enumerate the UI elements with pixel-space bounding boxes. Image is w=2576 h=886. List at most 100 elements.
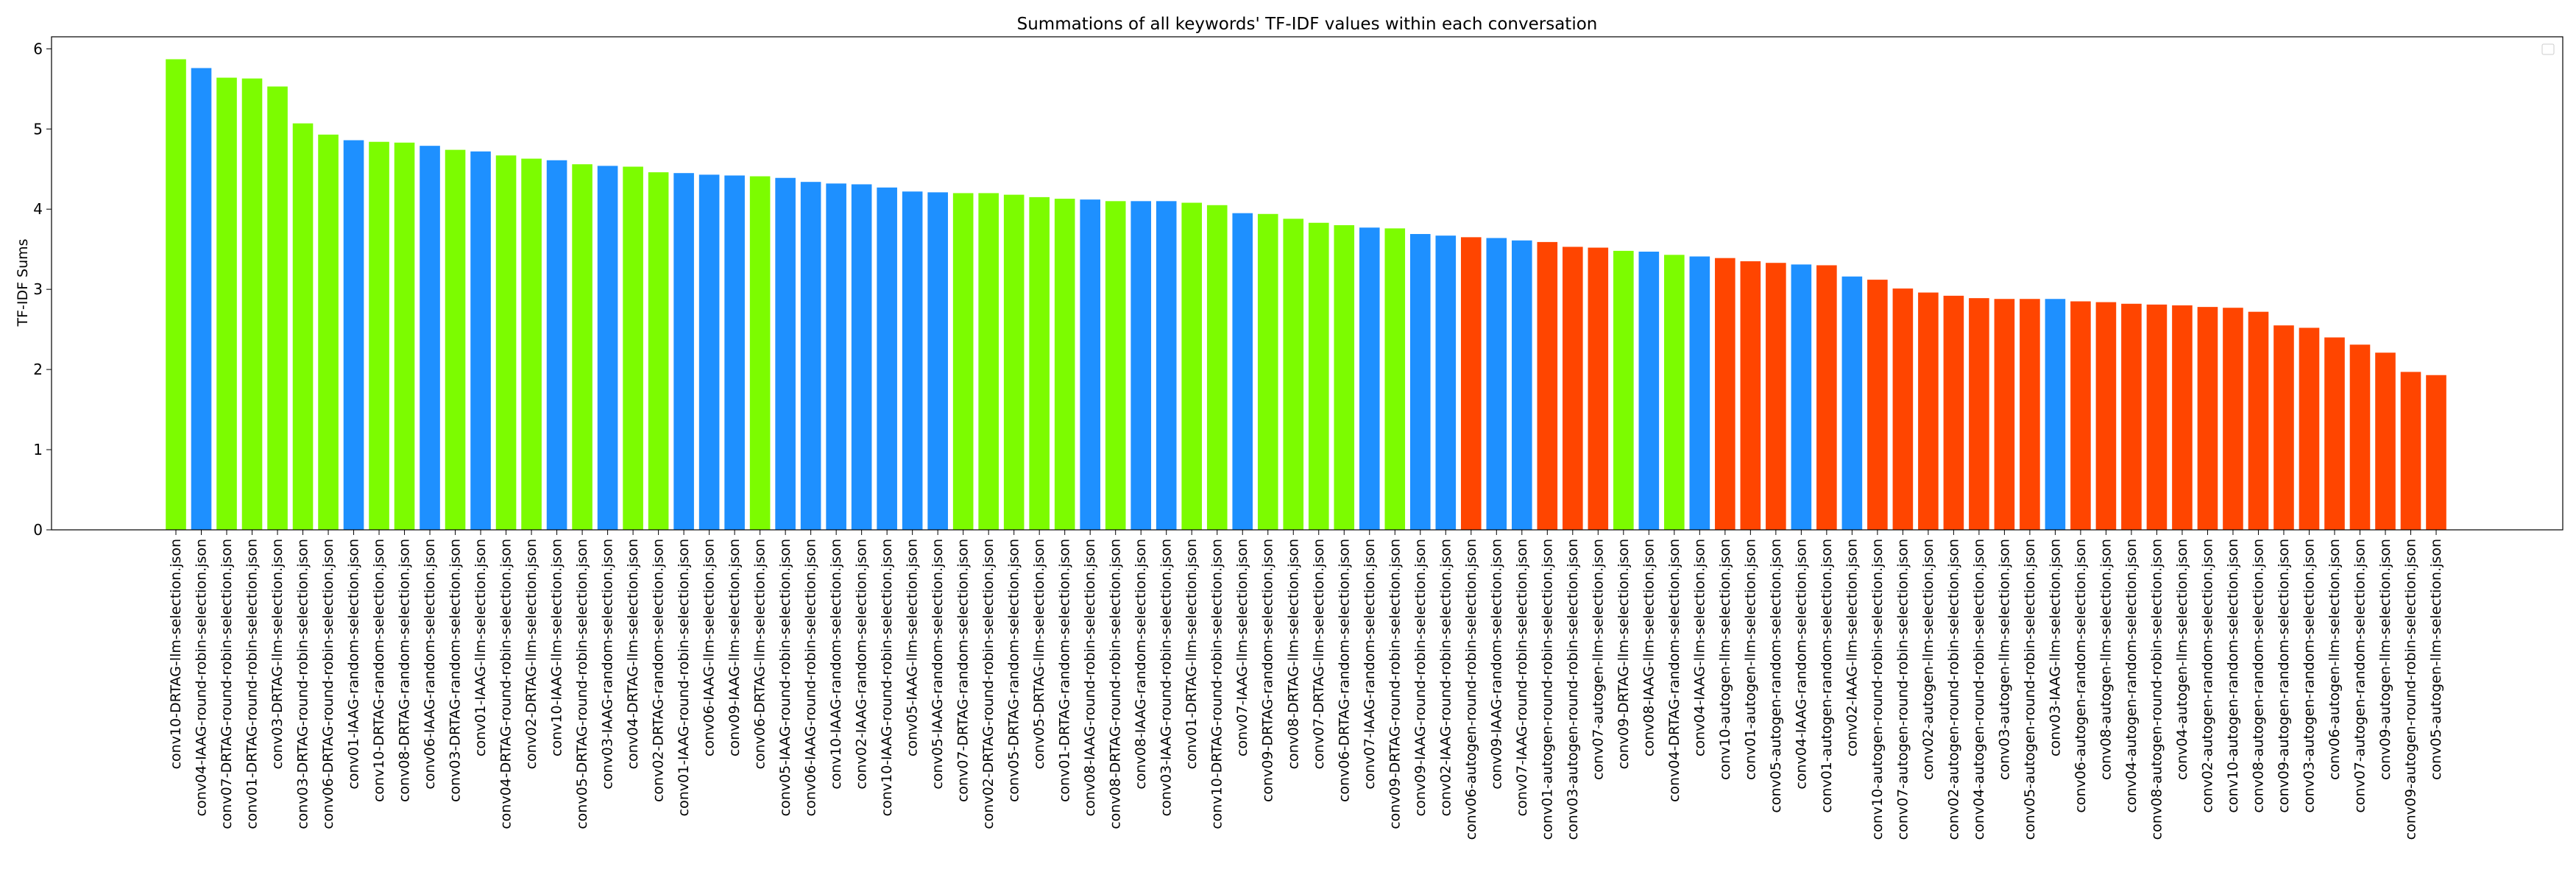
x-tick-label: conv01-IAAG-round-robin-selection.json bbox=[676, 539, 692, 816]
bar bbox=[1130, 201, 1152, 530]
x-tick-label: conv02-DRTAG-random-selection.json bbox=[651, 539, 667, 802]
x-tick-label: conv07-autogen-round-robin-selection.jso… bbox=[1894, 539, 1911, 840]
x-tick-label: conv06-autogen-random-selection.json bbox=[2073, 539, 2089, 813]
x-tick-label: conv07-autogen-random-selection.json bbox=[2352, 539, 2368, 813]
x-tick-label: conv07-DRTAG-round-robin-selection.json bbox=[219, 539, 235, 829]
bar bbox=[1943, 295, 1964, 530]
x-tick-label: conv07-autogen-llm-selection.json bbox=[1590, 539, 1606, 780]
bar bbox=[2095, 302, 2117, 530]
y-tick-label: 3 bbox=[33, 280, 43, 298]
x-tick-label: conv07-DRTAG-llm-selection.json bbox=[1311, 539, 1327, 769]
x-tick-label: conv06-IAAG-llm-selection.json bbox=[701, 539, 718, 756]
y-tick-label: 5 bbox=[33, 120, 43, 138]
x-tick-label: conv05-DRTAG-round-robin-selection.json bbox=[574, 539, 590, 829]
bar bbox=[394, 142, 415, 531]
bar bbox=[648, 172, 669, 531]
x-tick-label: conv08-DRTAG-llm-selection.json bbox=[1285, 539, 1301, 769]
bar bbox=[2299, 327, 2320, 530]
y-axis-label: TF-IDF Sums bbox=[15, 238, 31, 327]
bar bbox=[2197, 307, 2218, 530]
x-tick-label: conv08-IAAG-round-robin-selection.json bbox=[1082, 539, 1098, 816]
bar bbox=[1105, 201, 1126, 530]
x-tick-label: conv09-IAAG-round-robin-selection.json bbox=[1412, 539, 1429, 816]
x-tick-label: conv01-autogen-random-selection.json bbox=[1819, 539, 1835, 813]
bar bbox=[1080, 199, 1100, 530]
bar bbox=[1181, 202, 1203, 530]
bar bbox=[470, 151, 491, 531]
y-tick-label: 0 bbox=[33, 521, 43, 539]
bar bbox=[1892, 288, 1914, 530]
bar bbox=[698, 174, 720, 530]
bar bbox=[445, 149, 466, 531]
bar bbox=[1994, 299, 2015, 530]
x-tick-label: conv10-autogen-random-selection.json bbox=[2225, 539, 2241, 813]
bar bbox=[267, 86, 288, 531]
bar bbox=[1003, 194, 1025, 530]
x-tick-label: conv01-autogen-round-robin-selection.jso… bbox=[1539, 539, 1555, 840]
bar bbox=[2248, 311, 2269, 530]
x-tick-label: conv10-DRTAG-llm-selection.json bbox=[168, 539, 184, 769]
y-ticks-layer: 0 1 2 3 4 5 6 bbox=[33, 40, 52, 539]
bar bbox=[1689, 256, 1710, 530]
x-tick-label: conv08-autogen-random-selection.json bbox=[2250, 539, 2266, 813]
x-tick-label: conv03-autogen-llm-selection.json bbox=[1996, 539, 2012, 780]
x-tick-label: conv08-IAAG-random-selection.json bbox=[1133, 539, 1149, 790]
x-ticks-layer: conv10-DRTAG-llm-selection.json conv04-IA… bbox=[168, 530, 2444, 840]
bar bbox=[1969, 298, 1989, 530]
bar bbox=[420, 146, 440, 530]
bar bbox=[1257, 213, 1278, 530]
x-tick-label: conv03-DRTAG-round-robin-selection.json bbox=[295, 539, 311, 829]
bar bbox=[1054, 199, 1075, 530]
bar bbox=[1283, 219, 1304, 530]
x-tick-label: conv06-IAAG-round-robin-selection.json bbox=[803, 539, 819, 816]
bar bbox=[1816, 265, 1837, 530]
bar bbox=[1486, 238, 1507, 530]
x-tick-label: conv05-autogen-llm-selection.json bbox=[2428, 539, 2444, 780]
x-tick-label: conv04-DRTAG-round-robin-selection.json bbox=[498, 539, 514, 829]
bar bbox=[1359, 227, 1380, 530]
bar bbox=[1156, 201, 1177, 530]
bar bbox=[1308, 222, 1329, 530]
x-tick-label: conv08-autogen-llm-selection.json bbox=[2098, 539, 2114, 780]
bar bbox=[1409, 234, 1431, 530]
x-tick-label: conv06-autogen-llm-selection.json bbox=[2326, 539, 2343, 780]
bar bbox=[1638, 251, 1660, 530]
bar bbox=[877, 187, 897, 530]
y-tick-label: 2 bbox=[33, 361, 43, 378]
bar bbox=[318, 134, 339, 530]
bar bbox=[2274, 325, 2294, 530]
x-tick-label: conv02-autogen-round-robin-selection.jso… bbox=[1945, 539, 1961, 840]
x-tick-label: conv08-IAAG-llm-selection.json bbox=[1641, 539, 1657, 756]
bar bbox=[1232, 213, 1253, 530]
bar bbox=[292, 123, 314, 530]
bar bbox=[800, 182, 821, 530]
bar bbox=[623, 166, 643, 531]
bar bbox=[724, 175, 745, 530]
x-tick-label: conv02-autogen-random-selection.json bbox=[2199, 539, 2215, 813]
x-tick-label: conv02-IAAG-llm-selection.json bbox=[1844, 539, 1860, 756]
bar bbox=[2121, 303, 2142, 530]
y-tick-label: 4 bbox=[33, 200, 43, 218]
x-tick-label: conv06-DRTAG-llm-selection.json bbox=[752, 539, 768, 769]
x-tick-label: conv06-autogen-round-robin-selection.jso… bbox=[1463, 539, 1479, 840]
bar bbox=[343, 140, 364, 531]
bar bbox=[1588, 247, 1609, 530]
x-tick-label: conv07-IAAG-llm-selection.json bbox=[1234, 539, 1250, 756]
bar bbox=[369, 141, 389, 531]
bars-layer bbox=[166, 59, 2446, 531]
bar bbox=[1766, 263, 1786, 530]
bar bbox=[1384, 228, 1406, 530]
bar bbox=[1740, 261, 1761, 530]
x-tick-label: conv05-DRTAG-llm-selection.json bbox=[1031, 539, 1047, 769]
y-tick-label: 6 bbox=[33, 40, 43, 57]
bar bbox=[1206, 205, 1228, 530]
bar bbox=[572, 164, 592, 530]
bar bbox=[749, 176, 771, 530]
bar bbox=[2146, 304, 2168, 530]
x-tick-label: conv10-autogen-round-robin-selection.jso… bbox=[1869, 539, 1886, 840]
bar bbox=[2223, 308, 2243, 530]
bar bbox=[1334, 225, 1355, 530]
x-tick-label: conv10-autogen-llm-selection.json bbox=[1717, 539, 1733, 780]
bar bbox=[1029, 196, 1050, 530]
